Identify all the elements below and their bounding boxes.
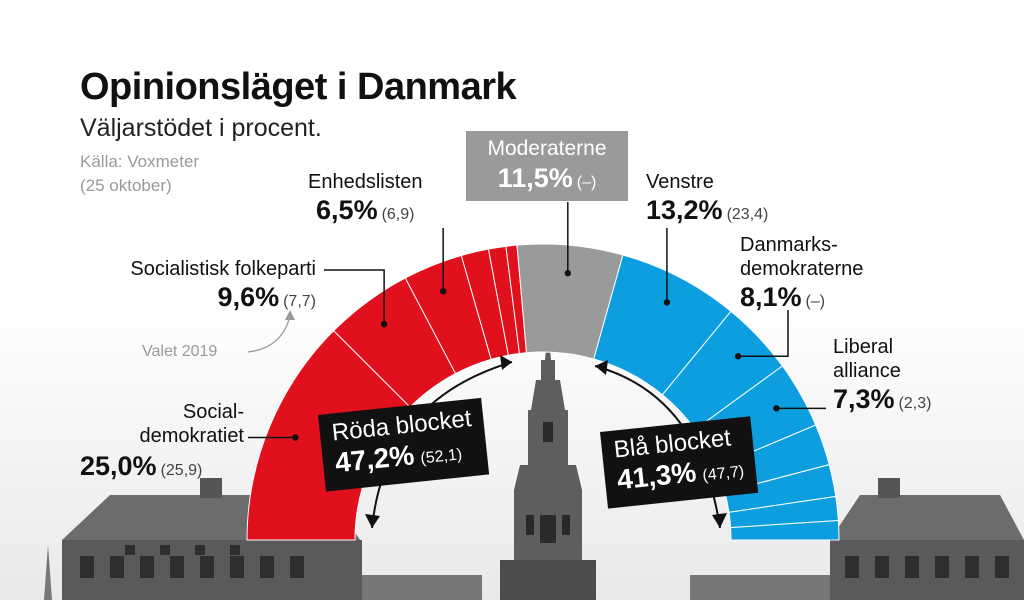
party-previous: (23,4)	[726, 206, 769, 223]
party-value: 9,6%	[217, 282, 280, 312]
valet-pointer	[247, 315, 291, 353]
valet-2019-note: Valet 2019	[142, 343, 218, 360]
chart-subtitle: Väljarstödet i procent.	[80, 114, 322, 142]
leader-dot-venstre	[663, 299, 671, 306]
label-liberal-alliance: Liberal alliance 7,3% (2,3)	[833, 335, 931, 420]
leader-dot-socialistisk-folkeparti	[380, 320, 388, 328]
bloc-previous: (52,1)	[419, 446, 464, 468]
bloc-previous: (47,7)	[701, 463, 746, 485]
party-name: Moderaterne	[487, 137, 607, 160]
party-value: 25,0%	[80, 451, 157, 481]
label-venstre: Venstre 13,2% (23,4)	[646, 170, 768, 231]
party-name-line2: alliance	[833, 360, 901, 382]
party-previous: (7,7)	[283, 293, 316, 310]
party-previous: (–)	[805, 293, 826, 310]
leader-line-danmarks-demokraterne	[738, 310, 789, 357]
hemicycle-slice-minor-13	[730, 519, 840, 541]
leader-dot-moderaterne	[564, 269, 572, 277]
leader-line-socialistisk-folkeparti	[324, 269, 385, 325]
party-name: Venstre	[646, 171, 714, 193]
label-enhedslisten: Enhedslisten 6,5% (6,9)	[308, 170, 423, 231]
leader-dot-danmarks-demokraterne	[734, 353, 742, 360]
party-value: 6,5%	[316, 195, 378, 225]
leader-dot-enhedslisten	[439, 288, 447, 295]
party-value: 11,5%	[497, 163, 573, 193]
label-danmarksdemokraterne: Danmarks- demokraterne 8,1% (–)	[740, 233, 863, 318]
party-name-line1: Liberal	[833, 336, 894, 358]
source-note: Källa: Voxmeter (25 oktober)	[80, 150, 199, 198]
leader-dot-social-demokratiet	[292, 434, 299, 441]
leader-dot-liberal-alliance	[773, 405, 780, 412]
source-date: (25 oktober)	[80, 176, 172, 195]
party-name: Enhedslisten	[308, 171, 423, 193]
palace-right-illustration	[690, 478, 1024, 600]
party-previous: (2,3)	[898, 395, 932, 412]
party-value: 7,3%	[833, 384, 895, 414]
source-line: Källa: Voxmeter	[80, 152, 200, 171]
party-previous: (25,9)	[160, 462, 203, 479]
label-socialdemokratiet: Social- demokratiet 25,0% (25,9)	[80, 400, 244, 487]
party-value: 13,2%	[646, 195, 723, 225]
valet-pointer-head	[285, 310, 295, 320]
party-value: 8,1%	[740, 282, 802, 312]
chart-title: Opinionsläget i Danmark	[80, 66, 517, 108]
party-name-line1: Danmarks-	[740, 234, 838, 256]
party-name-line1: Social-	[182, 401, 244, 423]
label-socialistisk-folkeparti: Socialistisk folkeparti 9,6% (7,7)	[80, 257, 316, 318]
party-previous: (–)	[576, 174, 597, 191]
tower-illustration	[500, 325, 596, 600]
party-name-line2: demokratiet	[139, 425, 245, 447]
party-previous: (6,9)	[381, 206, 415, 223]
blue-bloc-box: Blå blocket 41,3% (47,7)	[600, 416, 759, 509]
party-name-line2: demokraterne	[740, 258, 864, 280]
party-name: Socialistisk folkeparti	[130, 258, 316, 280]
label-moderaterne: Moderaterne 11,5% (–)	[466, 131, 628, 201]
